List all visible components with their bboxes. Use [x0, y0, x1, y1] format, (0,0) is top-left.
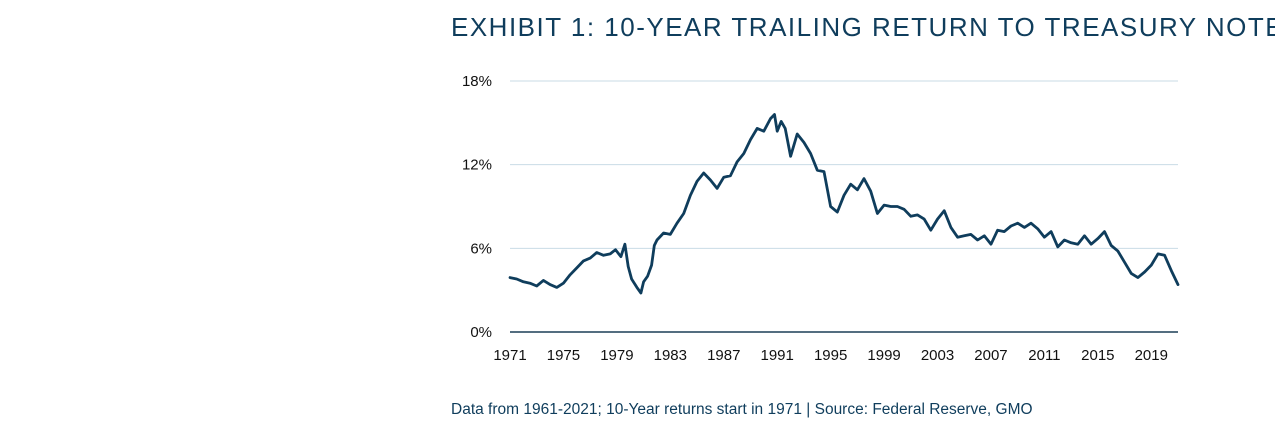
y-tick-label: 0%	[470, 324, 492, 341]
y-tick-label: 12%	[462, 157, 492, 174]
series-line	[508, 113, 1180, 295]
x-axis-tick-labels: 1971 1975 1979 1983 1987 1991 1995 1999 2003 2007…	[493, 347, 1168, 364]
y-tick-label: 6%	[470, 240, 492, 257]
x-tick-label: 1991	[761, 347, 794, 364]
y-axis-tick-labels: 0% 6% 12% 18%	[462, 73, 492, 341]
x-tick-label: 1995	[814, 347, 847, 364]
x-tick-label: 2011	[1028, 347, 1060, 364]
series-layer	[508, 113, 1180, 295]
source-note: Data from 1961-2021; 10-Year returns sta…	[451, 401, 1033, 418]
x-tick-label: 1975	[547, 347, 580, 364]
x-tick-label: 2015	[1081, 347, 1114, 364]
chart-title: EXHIBIT 1: 10-YEAR TRAILING RETURN TO TR…	[451, 12, 1275, 42]
x-tick-label: 1983	[654, 347, 687, 364]
y-tick-label: 18%	[462, 73, 492, 90]
gridlines	[510, 80, 1178, 249]
x-tick-label: 1987	[707, 347, 740, 364]
x-tick-label: 2019	[1135, 347, 1168, 364]
x-tick-label: 1971	[493, 347, 526, 364]
x-tick-label: 1999	[867, 347, 900, 364]
x-tick-label: 2007	[974, 347, 1007, 364]
x-tick-label: 1979	[600, 347, 633, 364]
x-tick-label: 2003	[921, 347, 954, 364]
